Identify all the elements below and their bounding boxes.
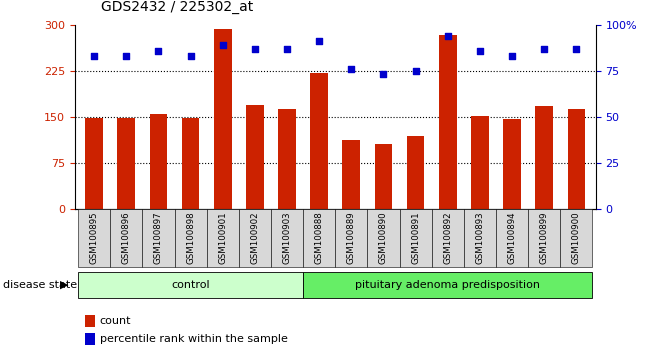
Text: GSM100897: GSM100897 — [154, 212, 163, 264]
Text: disease state: disease state — [3, 280, 77, 290]
Bar — [568, 109, 585, 209]
Text: GSM100901: GSM100901 — [218, 212, 227, 264]
Bar — [182, 118, 199, 209]
Bar — [464, 209, 496, 267]
Point — [186, 53, 196, 59]
Text: GSM100898: GSM100898 — [186, 212, 195, 264]
Bar — [503, 119, 521, 209]
Text: GSM100893: GSM100893 — [475, 212, 484, 264]
Text: control: control — [171, 280, 210, 290]
Text: GDS2432 / 225302_at: GDS2432 / 225302_at — [101, 0, 253, 14]
Bar — [303, 272, 592, 298]
Bar — [367, 209, 400, 267]
Point — [378, 72, 389, 77]
Bar — [271, 209, 303, 267]
Bar — [246, 104, 264, 209]
Bar — [432, 209, 464, 267]
Text: count: count — [100, 316, 132, 326]
Bar — [471, 116, 489, 209]
Bar — [374, 144, 393, 209]
Bar — [407, 136, 424, 209]
Bar — [117, 118, 135, 209]
Bar — [278, 109, 296, 209]
Bar — [78, 209, 110, 267]
Point — [507, 53, 518, 59]
Text: GSM100896: GSM100896 — [122, 212, 131, 264]
Bar — [439, 35, 456, 209]
Text: GSM100891: GSM100891 — [411, 212, 420, 264]
Bar — [496, 209, 528, 267]
Point — [539, 46, 549, 52]
Bar — [400, 209, 432, 267]
Bar — [528, 209, 561, 267]
Point — [410, 68, 421, 74]
Bar — [239, 209, 271, 267]
Point — [475, 48, 485, 53]
Text: GSM100899: GSM100899 — [540, 212, 549, 264]
Bar — [78, 272, 303, 298]
Text: GSM100900: GSM100900 — [572, 212, 581, 264]
Bar — [85, 315, 94, 327]
Point — [282, 46, 292, 52]
Point — [443, 33, 453, 39]
Text: ▶: ▶ — [60, 280, 68, 290]
Point — [314, 39, 324, 44]
Point — [346, 66, 357, 72]
Text: GSM100892: GSM100892 — [443, 212, 452, 264]
Text: GSM100895: GSM100895 — [90, 212, 99, 264]
Bar — [561, 209, 592, 267]
Bar — [335, 209, 367, 267]
Text: GSM100894: GSM100894 — [508, 212, 517, 264]
Bar — [303, 209, 335, 267]
Text: GSM100888: GSM100888 — [314, 212, 324, 264]
Text: GSM100889: GSM100889 — [347, 212, 356, 264]
Bar — [85, 118, 103, 209]
Bar — [206, 209, 239, 267]
Bar — [214, 29, 232, 209]
Point — [571, 46, 581, 52]
Point — [217, 42, 228, 48]
Bar — [535, 106, 553, 209]
Text: GSM100890: GSM100890 — [379, 212, 388, 264]
Point — [89, 53, 100, 59]
Bar — [143, 209, 174, 267]
Bar — [342, 139, 360, 209]
Bar — [110, 209, 143, 267]
Bar — [85, 333, 94, 345]
Point — [153, 48, 163, 53]
Bar — [150, 114, 167, 209]
Text: GSM100902: GSM100902 — [251, 212, 259, 264]
Text: percentile rank within the sample: percentile rank within the sample — [100, 334, 288, 344]
Bar — [311, 73, 328, 209]
Point — [250, 46, 260, 52]
Point — [121, 53, 132, 59]
Bar — [174, 209, 206, 267]
Text: GSM100903: GSM100903 — [283, 212, 292, 264]
Text: pituitary adenoma predisposition: pituitary adenoma predisposition — [355, 280, 540, 290]
